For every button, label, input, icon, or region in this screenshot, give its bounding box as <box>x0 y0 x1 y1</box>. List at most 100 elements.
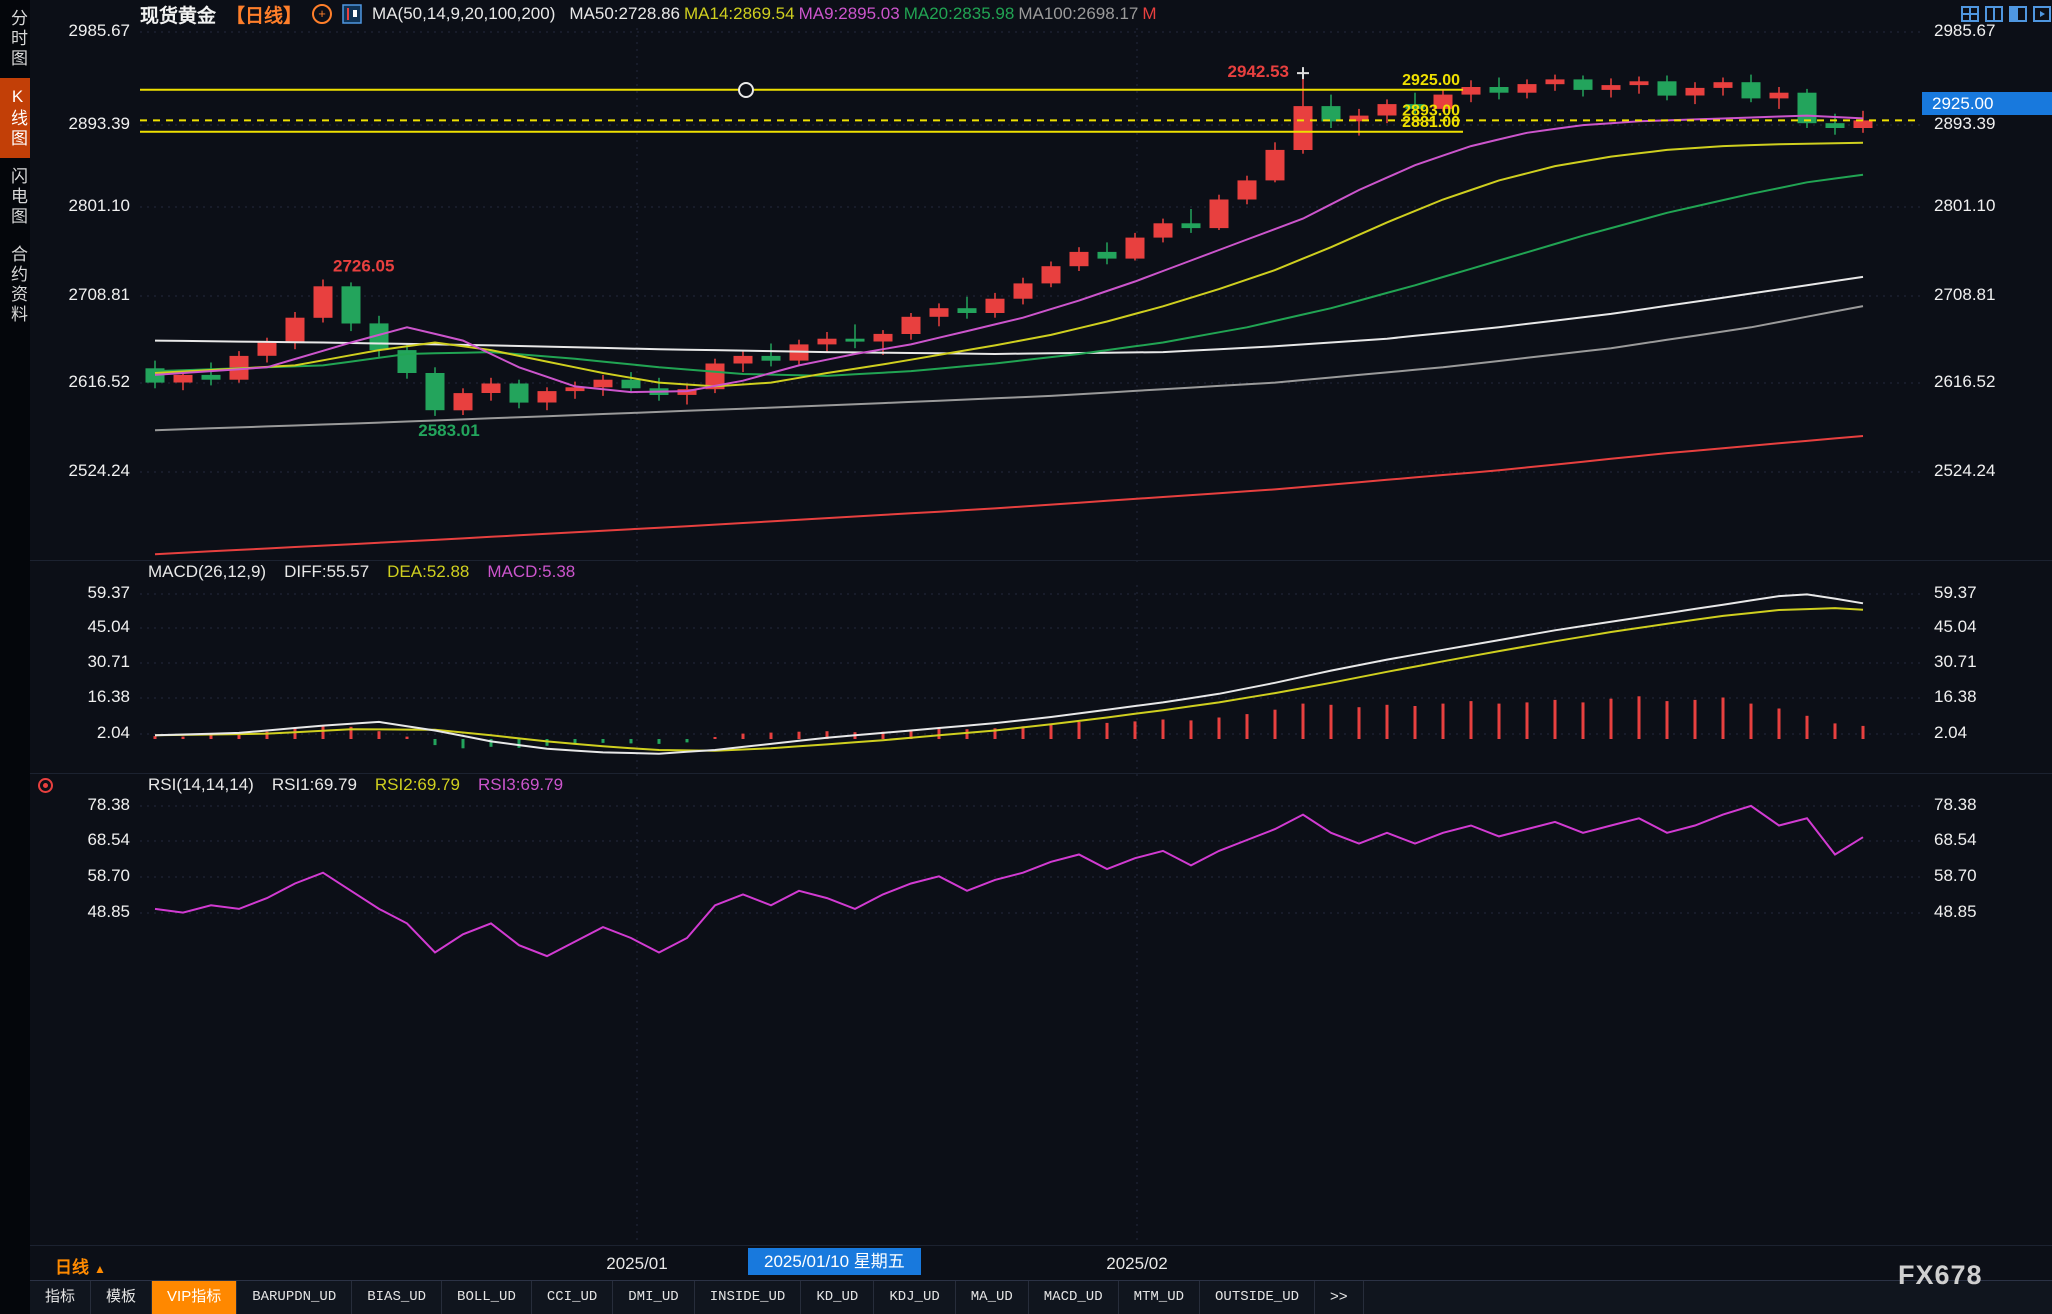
axis-tick-label: 68.54 <box>1934 830 1977 849</box>
ma-readouts: MA50:2728.86 MA14:2869.54 MA9:2895.03 MA20:… <box>565 4 1156 24</box>
hline-drag-handle <box>738 82 754 98</box>
toolbar-item[interactable]: MACD_UD <box>1029 1281 1119 1314</box>
rsi3-value: RSI3:69.79 <box>477 775 564 794</box>
toolbar-item[interactable]: INSIDE_UD <box>695 1281 802 1314</box>
macd-title[interactable]: MACD(26,12,9) <box>148 562 267 581</box>
time-axis-row: 日线 ▲ 2025/01 2025/02 <box>30 1245 2052 1281</box>
layout-active-pane-icon[interactable] <box>2008 4 2028 24</box>
axis-tick-label: 16.38 <box>87 687 130 706</box>
watermark: FX678 <box>1898 1260 1983 1290</box>
svg-text:2726.05: 2726.05 <box>333 257 394 276</box>
left-price-axis: 2985.67 2893.39 2801.10 2708.81 2616.52 2524.… <box>30 0 140 1245</box>
macd-header: MACD(26,12,9) DIFF:55.57 DEA:52.88 MACD:… <box>148 561 575 583</box>
ma-readout: MA14:2869.54 <box>683 4 795 23</box>
macd-chart-svg <box>140 585 1920 780</box>
toolbar-item[interactable]: BOLL_UD <box>442 1281 532 1314</box>
toolbar-item[interactable]: BARUPDN_UD <box>237 1281 353 1314</box>
toolbar-item[interactable]: 模板 <box>91 1281 153 1314</box>
month-label: 2025/02 <box>1106 1254 1168 1273</box>
toolbar-item[interactable]: MA_UD <box>956 1281 1029 1314</box>
axis-tick-label: 68.54 <box>87 830 130 849</box>
ma-settings-label[interactable]: MA(50,14,9,20,100,200) <box>372 4 556 23</box>
svg-text:2925.00: 2925.00 <box>1402 72 1460 89</box>
rsi-title[interactable]: RSI(14,14,14) <box>148 775 254 794</box>
axis-tick-label: 2985.67 <box>68 21 130 40</box>
toolbar-item[interactable]: CCI_UD <box>532 1281 614 1314</box>
axis-tick-label: 2985.67 <box>1934 21 1996 40</box>
axis-tick-label: 45.04 <box>87 617 130 636</box>
layout-add-pane-icon[interactable] <box>2032 4 2052 24</box>
toolbar-item[interactable]: KDJ_UD <box>874 1281 956 1314</box>
layout-grid-icon[interactable] <box>1960 4 1980 24</box>
rsi2-value: RSI2:69.79 <box>374 775 460 794</box>
svg-text:2942.53: 2942.53 <box>1228 62 1289 81</box>
layout-icon-group <box>1960 4 2052 24</box>
axis-tick-label: 2524.24 <box>1934 461 1996 480</box>
axis-tick-label: 78.38 <box>1934 795 1977 814</box>
toolbar-item[interactable]: 指标 <box>30 1281 92 1314</box>
ma-readout: MA20:2835.98 <box>903 4 1015 23</box>
axis-tick-label: 2.04 <box>1934 723 1968 742</box>
rsi-header: RSI(14,14,14) RSI1:69.79 RSI2:69.79 RSI3… <box>148 774 563 796</box>
indicator-toolbar: 指标 模板 VIP指标 BARUPDN_UD BIAS_UD BOLL_UD CCI_UD D… <box>30 1280 2052 1314</box>
axis-tick-label: 2.04 <box>96 723 130 742</box>
ma-readout: MA9:2895.03 <box>798 4 900 23</box>
macd-diff-value: DIFF:55.57 <box>284 562 370 581</box>
rsi-chart-svg <box>140 797 1920 1245</box>
sidebar-item-tab[interactable]: 合约资料 <box>8 245 27 325</box>
axis-tick-label: 30.71 <box>1934 652 1977 671</box>
add-indicator-icon[interactable]: + <box>312 4 333 24</box>
right-price-axis: 2985.67 2893.39 2801.10 2708.81 2616.52 2524.… <box>1922 0 2052 1245</box>
svg-text:2893.00: 2893.00 <box>1402 102 1460 119</box>
macd-hist-value: MACD:5.38 <box>487 562 576 581</box>
axis-tick-label: 2801.10 <box>1934 196 1996 215</box>
axis-tick-label: 16.38 <box>1934 687 1977 706</box>
toolbar-item[interactable]: >> <box>1315 1281 1364 1314</box>
axis-tick-label: 2616.52 <box>68 372 130 391</box>
timeframe-badge[interactable]: 日线 ▲ <box>55 1258 106 1277</box>
axis-tick-label: 2708.81 <box>68 285 130 304</box>
axis-tick-label: 59.37 <box>1934 583 1977 602</box>
axis-tick-label: 58.70 <box>1934 866 1977 885</box>
rsi1-value: RSI1:69.79 <box>271 775 357 794</box>
axis-tick-label: 48.85 <box>1934 902 1977 921</box>
toolbar-item[interactable]: MTM_UD <box>1119 1281 1201 1314</box>
main-candlestick-chart[interactable]: 2925.00 2893.00 2881.00 2726.05 2583.01 2942.… <box>140 28 1920 565</box>
axis-tick-label: 2801.10 <box>68 196 130 215</box>
macd-indicator-chart[interactable] <box>140 585 1920 780</box>
svg-text:2881.00: 2881.00 <box>1402 114 1460 131</box>
sidebar-item-active[interactable]: K线图 <box>0 78 30 158</box>
crosshair-price-badge: 2925.00 <box>1922 92 2052 115</box>
axis-tick-label: 2893.39 <box>1934 114 1996 133</box>
rsi-indicator-chart[interactable] <box>140 797 1920 1245</box>
toolbar-item[interactable]: VIP指标 <box>152 1281 238 1314</box>
layout-vertical-split-icon[interactable] <box>1984 4 2004 24</box>
sidebar-item-tab[interactable]: 闪电图 <box>8 167 27 227</box>
axis-tick-label: 78.38 <box>87 795 130 814</box>
axis-tick-label: 2616.52 <box>1934 372 1996 391</box>
axis-tick-label: 2524.24 <box>68 461 130 480</box>
toolbar-item[interactable]: DMI_UD <box>613 1281 695 1314</box>
rsi-target-icon[interactable] <box>38 778 53 793</box>
macd-dea-value: DEA:52.88 <box>387 562 470 581</box>
toolbar-item[interactable]: KD_UD <box>801 1281 875 1314</box>
chart-type-icon[interactable] <box>342 4 362 24</box>
chart-mode-sidebar: 分时图 K线图闪电图合约资料 <box>0 0 30 1314</box>
caret-up-icon: ▲ <box>94 1262 106 1276</box>
axis-tick-label: 2893.39 <box>68 114 130 133</box>
ma-readout: MA100:2698.17 <box>1018 4 1139 23</box>
crosshair-date-badge: 2025/01/10 星期五 <box>748 1248 921 1275</box>
chart-header: 现货黄金 【日线】 + MA(50,14,9,20,100,200) MA50:… <box>140 0 1157 28</box>
sidebar-item-tab[interactable]: 分时图 <box>8 9 27 69</box>
ma-readout: MA50:2728.86 <box>569 4 680 23</box>
period-badge[interactable]: 【日线】 <box>226 5 303 27</box>
month-label: 2025/01 <box>606 1254 668 1273</box>
axis-tick-label: 45.04 <box>1934 617 1977 636</box>
panel-separator <box>30 560 2052 561</box>
panel-separator <box>30 773 2052 774</box>
toolbar-item[interactable]: OUTSIDE_UD <box>1200 1281 1316 1314</box>
svg-text:2583.01: 2583.01 <box>418 421 479 440</box>
toolbar-item[interactable]: BIAS_UD <box>352 1281 443 1314</box>
